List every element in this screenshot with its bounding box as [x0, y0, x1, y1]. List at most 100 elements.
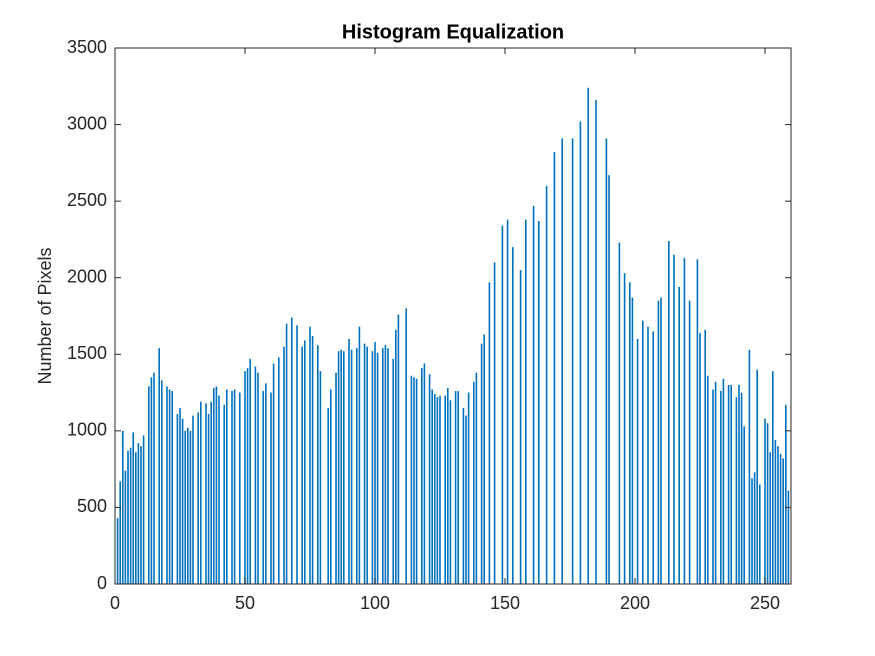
- bar: [595, 100, 597, 584]
- bar: [769, 452, 771, 584]
- bar: [608, 175, 610, 584]
- bar: [184, 430, 186, 584]
- bar: [265, 383, 267, 584]
- bar: [319, 371, 322, 584]
- bar: [493, 262, 496, 584]
- bar: [350, 349, 353, 584]
- bar: [384, 345, 387, 584]
- bar: [116, 518, 119, 584]
- bar: [647, 326, 649, 584]
- bar: [457, 391, 459, 584]
- bar: [254, 366, 257, 584]
- bar: [561, 138, 563, 584]
- bar: [738, 384, 740, 584]
- bar: [340, 349, 342, 584]
- y-tick-label: 2500: [67, 190, 107, 210]
- bar: [748, 349, 751, 584]
- bar: [421, 368, 423, 584]
- bar: [371, 351, 374, 584]
- x-tick-label: 50: [235, 593, 255, 613]
- bar: [553, 152, 556, 584]
- bar: [519, 270, 522, 584]
- bar: [142, 435, 145, 584]
- bar: [187, 427, 189, 584]
- bar: [587, 87, 589, 585]
- bar: [696, 259, 699, 584]
- bar: [148, 386, 150, 584]
- bar: [132, 432, 134, 584]
- bar: [410, 375, 413, 584]
- bar: [449, 400, 452, 584]
- bar: [571, 138, 574, 584]
- bar: [766, 423, 769, 584]
- bar: [488, 282, 491, 584]
- bar: [304, 340, 306, 584]
- bar: [376, 352, 379, 584]
- bar: [122, 430, 124, 584]
- bar: [215, 386, 218, 584]
- bar: [787, 490, 790, 584]
- bar: [480, 343, 483, 584]
- bar: [218, 395, 220, 584]
- bar: [278, 357, 280, 584]
- bar: [262, 391, 264, 584]
- bar: [743, 426, 745, 584]
- bar: [532, 205, 535, 585]
- x-tick-label: 200: [620, 593, 650, 613]
- bar: [337, 351, 340, 584]
- bar: [735, 397, 738, 584]
- bar: [678, 286, 680, 584]
- bar: [296, 325, 298, 584]
- bar: [730, 384, 732, 584]
- bar: [512, 247, 514, 585]
- bar: [545, 185, 548, 585]
- bar: [483, 334, 485, 584]
- bar: [311, 335, 314, 584]
- bar: [166, 386, 168, 584]
- bar: [720, 391, 722, 584]
- bar: [779, 453, 782, 584]
- bar: [171, 391, 173, 584]
- bar: [657, 300, 660, 584]
- bar: [246, 368, 249, 584]
- bar: [200, 401, 202, 584]
- y-tick-label: 3000: [67, 113, 107, 133]
- bar: [629, 282, 631, 584]
- bar: [668, 240, 670, 584]
- bar: [226, 389, 228, 584]
- bar: [239, 392, 241, 584]
- bar: [192, 415, 194, 584]
- bar: [413, 377, 415, 584]
- bar: [124, 470, 127, 584]
- bar: [244, 371, 246, 584]
- bar: [660, 297, 662, 584]
- bar: [415, 378, 418, 584]
- bar: [434, 394, 436, 584]
- bar: [301, 346, 303, 584]
- bar: [740, 392, 743, 584]
- bar: [473, 381, 475, 584]
- bar: [161, 380, 163, 584]
- bar: [158, 348, 160, 584]
- bar: [197, 412, 199, 584]
- bar: [722, 378, 725, 584]
- bar: [285, 323, 288, 584]
- bar: [135, 452, 137, 584]
- bar: [636, 338, 639, 584]
- bar: [782, 458, 784, 584]
- bar: [176, 414, 179, 584]
- bar: [631, 297, 634, 584]
- bar: [454, 391, 457, 584]
- bar: [431, 389, 433, 584]
- bar: [753, 472, 756, 584]
- bar: [387, 348, 389, 584]
- x-tick-label: 100: [360, 593, 390, 613]
- bar: [150, 377, 153, 584]
- bar: [137, 443, 140, 584]
- bar: [272, 363, 275, 584]
- bar: [447, 387, 449, 584]
- bar: [270, 392, 272, 584]
- y-tick-label: 1000: [67, 420, 107, 440]
- y-tick-label: 500: [77, 496, 107, 516]
